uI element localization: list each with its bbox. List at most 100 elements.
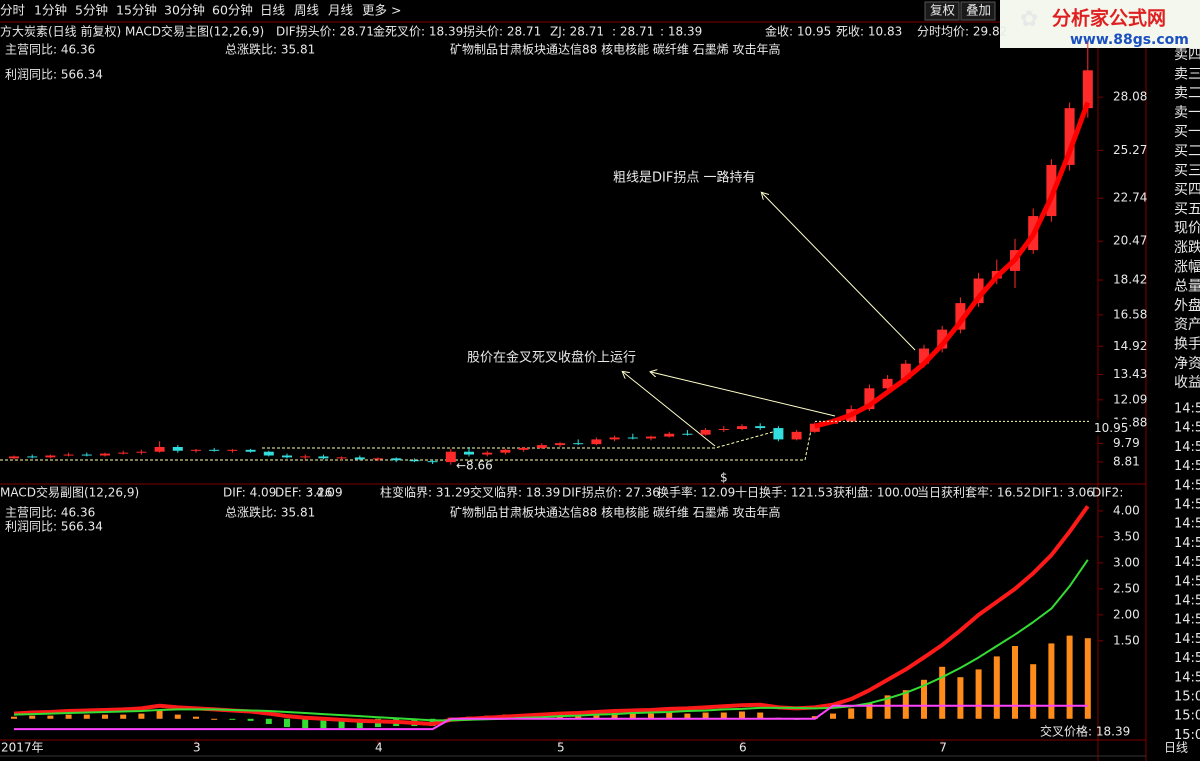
dif-turn-line [814, 101, 1091, 429]
period-tab[interactable]: 15分钟 [116, 3, 157, 18]
histogram-bar [102, 714, 108, 719]
candle-body [664, 433, 675, 437]
candle-body [354, 457, 365, 460]
logo-name: 分析家公式网 [1052, 7, 1166, 30]
logo-url: www.88gs.com [1070, 32, 1189, 48]
candle-body [755, 426, 766, 429]
info-text: 利润同比: 566.34 [5, 520, 103, 534]
annotation: 交叉价格: 18.39 [1040, 724, 1130, 739]
trade-time: 14:5 [1174, 517, 1200, 532]
trade-time: 15:0 [1174, 690, 1200, 705]
histogram-bar [193, 716, 199, 719]
period-label: 日线 [1164, 741, 1188, 755]
candle-body [591, 439, 602, 445]
trade-time: 14:5 [1174, 478, 1200, 493]
quote-label: 外盘 [1174, 297, 1200, 314]
quote-label: 买三 [1174, 163, 1200, 179]
info-text: 矿物制品甘肃板块通达信88 核电核能 碳纤维 石墨烯 攻击年高 [450, 42, 781, 57]
indicator: 柱变临界: 31.29 [380, 485, 470, 500]
histogram-bar [247, 718, 254, 721]
indicator: 获利盘: 100.00 [833, 485, 919, 500]
candle-body [245, 449, 256, 452]
trade-time: 14:5 [1174, 536, 1200, 551]
histogram-bar [156, 710, 163, 719]
histogram-bar [921, 679, 927, 719]
period-tab[interactable]: 1分钟 [34, 3, 67, 18]
indicator: DIF2: [1092, 486, 1123, 500]
histogram-bar [666, 712, 673, 719]
histogram-bar [320, 718, 327, 729]
indicator: DIF拐头价: 28.71 [276, 24, 374, 39]
trade-time: 14:5 [1174, 421, 1200, 436]
histogram-bar [757, 712, 764, 719]
quote-label: 涨幅 [1174, 259, 1200, 275]
histogram-bar [83, 714, 90, 719]
trade-time: 14:5 [1174, 402, 1200, 417]
plot-group [9, 41, 1093, 465]
info-text: 矿物制品甘肃板块通达信88 核电核能 碳纤维 石墨烯 攻击年高 [450, 505, 781, 520]
macd-line [13, 559, 1089, 722]
period-tab[interactable]: 30分钟 [164, 3, 205, 18]
trade-time: 15:0 [1174, 728, 1200, 743]
histogram-bar [47, 715, 54, 719]
candle-body [955, 303, 966, 330]
candle-body [318, 456, 329, 459]
info-text: 主营同比: 46.36 [5, 506, 95, 520]
candle-body [81, 454, 92, 456]
candle-body [555, 443, 565, 446]
candle-body [191, 449, 201, 451]
macd-line [14, 704, 1088, 731]
candle-body [973, 278, 984, 304]
annotation-arrow [762, 193, 916, 351]
period-tab[interactable]: 周线 [294, 3, 320, 18]
candle-body [682, 433, 693, 435]
y-tick-label: 4.00 [1113, 503, 1140, 517]
y-tick-label: 3.50 [1113, 529, 1140, 543]
button-box[interactable] [960, 1, 996, 21]
plot-group [11, 505, 1091, 731]
period-tab[interactable]: 月线 [328, 3, 354, 18]
candle-body [464, 451, 474, 455]
chart-title: MACD交易副图(12,26,9) [0, 485, 139, 500]
y-tick-label: 25.27 [1113, 143, 1147, 157]
indicator: : 18.39 [660, 25, 702, 39]
toolbar-button[interactable]: 叠加 [966, 3, 991, 18]
indicator: 十日换手: 121.53 [735, 486, 833, 500]
annotation: $ [720, 471, 728, 485]
quote-label: 卖一 [1174, 105, 1200, 121]
toolbar-button[interactable]: 复权 [930, 3, 956, 18]
candle-body [172, 446, 183, 451]
indicator: 当日获利套牢: 16.52 [917, 485, 1031, 500]
histogram-bar [356, 718, 363, 729]
y-tick-label: 1.50 [1113, 633, 1140, 647]
indicator: : 4.09 [308, 486, 343, 500]
ref-level-label: 10.95 [1094, 421, 1128, 435]
quote-label: 买四 [1174, 182, 1200, 198]
period-tab[interactable]: 分时 [0, 3, 26, 18]
quote-label: 收益 [1174, 375, 1200, 391]
candle-body [409, 460, 420, 462]
histogram-bar [65, 714, 72, 719]
indicator: DIF拐点价: 27.36 [562, 485, 660, 500]
indicator: 交叉临界: 18.39 [470, 485, 560, 500]
candle-body [336, 457, 347, 459]
histogram-bar [811, 716, 818, 719]
candle-body [1064, 108, 1075, 165]
trade-time: 14:5 [1174, 574, 1200, 589]
y-tick-label: 3.00 [1113, 555, 1140, 569]
period-tab[interactable]: 更多 > [362, 3, 401, 18]
period-tab[interactable]: 60分钟 [212, 3, 253, 18]
button-box[interactable] [924, 1, 960, 21]
indicator: 分时均价: 29.82 [917, 25, 1007, 39]
histogram-bar [975, 669, 982, 719]
period-tab[interactable]: 5分钟 [75, 3, 108, 18]
period-tab[interactable]: 日线 [260, 3, 286, 18]
candle-body [937, 329, 948, 349]
quote-label: 买五 [1174, 201, 1200, 217]
histogram-bar [702, 712, 709, 719]
quote-label: 卖二 [1174, 86, 1200, 102]
y-tick-label: 18.42 [1113, 273, 1147, 287]
y-tick-label: 8.81 [1113, 454, 1140, 468]
